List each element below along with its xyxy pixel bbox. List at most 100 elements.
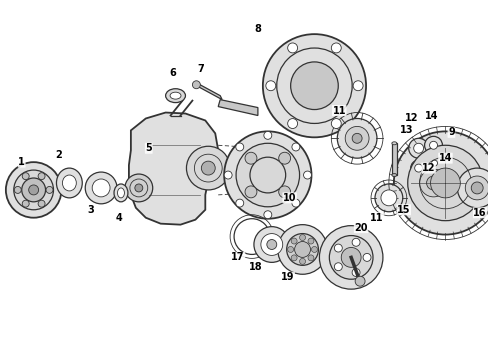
Text: 16: 16 (473, 208, 487, 218)
Circle shape (187, 146, 230, 190)
Circle shape (457, 168, 490, 208)
Circle shape (363, 253, 371, 261)
Text: 10: 10 (283, 193, 296, 203)
Circle shape (425, 136, 442, 154)
Circle shape (288, 118, 297, 129)
Circle shape (38, 200, 45, 207)
Circle shape (312, 247, 318, 252)
Circle shape (46, 186, 53, 193)
Text: 12: 12 (405, 113, 418, 123)
Circle shape (267, 239, 277, 249)
Circle shape (331, 118, 341, 129)
Text: 7: 7 (197, 64, 204, 74)
Circle shape (331, 43, 341, 53)
Circle shape (394, 131, 490, 235)
Polygon shape (392, 143, 397, 175)
Circle shape (409, 138, 429, 158)
Circle shape (14, 170, 53, 210)
Circle shape (291, 62, 338, 109)
Circle shape (355, 276, 365, 286)
Text: 20: 20 (354, 222, 368, 233)
Circle shape (428, 156, 441, 170)
Circle shape (303, 171, 312, 179)
Circle shape (236, 143, 244, 151)
Text: 17: 17 (231, 252, 245, 262)
Ellipse shape (170, 92, 181, 99)
Circle shape (352, 238, 360, 246)
Circle shape (288, 43, 297, 53)
Ellipse shape (118, 188, 124, 198)
Circle shape (292, 143, 300, 151)
Text: 9: 9 (448, 127, 455, 138)
Circle shape (337, 118, 377, 158)
Circle shape (263, 34, 366, 137)
Circle shape (201, 161, 215, 175)
Circle shape (254, 227, 290, 262)
Circle shape (375, 184, 403, 212)
Circle shape (412, 161, 455, 205)
Circle shape (299, 258, 306, 264)
Circle shape (299, 235, 306, 240)
Circle shape (352, 133, 362, 143)
Circle shape (415, 164, 422, 172)
Circle shape (236, 143, 299, 207)
Circle shape (411, 160, 427, 176)
Circle shape (29, 185, 39, 195)
Circle shape (471, 182, 483, 194)
Circle shape (319, 226, 383, 289)
Text: 2: 2 (55, 150, 62, 160)
Circle shape (22, 173, 29, 180)
Circle shape (308, 238, 314, 244)
Circle shape (22, 178, 46, 202)
Circle shape (245, 186, 257, 198)
Circle shape (294, 242, 311, 257)
Circle shape (432, 160, 438, 166)
Text: 14: 14 (439, 153, 452, 163)
Text: 19: 19 (281, 272, 294, 282)
Circle shape (279, 186, 291, 198)
Circle shape (353, 81, 363, 91)
Circle shape (427, 176, 441, 190)
Circle shape (292, 199, 300, 207)
Ellipse shape (56, 168, 82, 198)
Circle shape (92, 179, 110, 197)
Circle shape (224, 131, 312, 219)
Circle shape (264, 211, 272, 219)
Circle shape (261, 234, 283, 255)
Circle shape (125, 174, 153, 202)
Circle shape (245, 152, 257, 164)
Circle shape (22, 200, 29, 207)
Circle shape (236, 199, 244, 207)
Circle shape (329, 235, 373, 279)
Text: 14: 14 (425, 111, 438, 121)
Ellipse shape (62, 175, 76, 191)
Text: 3: 3 (88, 205, 95, 215)
Text: 4: 4 (116, 213, 122, 223)
Circle shape (334, 244, 343, 252)
Polygon shape (218, 100, 258, 116)
Circle shape (291, 255, 297, 261)
Circle shape (288, 247, 294, 252)
Polygon shape (129, 113, 218, 225)
Polygon shape (196, 83, 222, 100)
Circle shape (352, 269, 360, 276)
Circle shape (291, 238, 297, 244)
Circle shape (466, 176, 489, 200)
Circle shape (14, 186, 21, 193)
Circle shape (287, 234, 318, 265)
Circle shape (85, 172, 117, 204)
Circle shape (308, 255, 314, 261)
Circle shape (408, 145, 483, 221)
Circle shape (135, 184, 143, 192)
Text: 13: 13 (400, 125, 414, 135)
Circle shape (266, 81, 276, 91)
Circle shape (38, 173, 45, 180)
Ellipse shape (392, 142, 397, 145)
Text: 18: 18 (249, 262, 263, 272)
Circle shape (430, 141, 438, 149)
Circle shape (264, 131, 272, 139)
Text: 11: 11 (370, 213, 384, 223)
Text: 1: 1 (18, 157, 25, 167)
Ellipse shape (166, 89, 185, 103)
Text: 11: 11 (333, 105, 346, 116)
